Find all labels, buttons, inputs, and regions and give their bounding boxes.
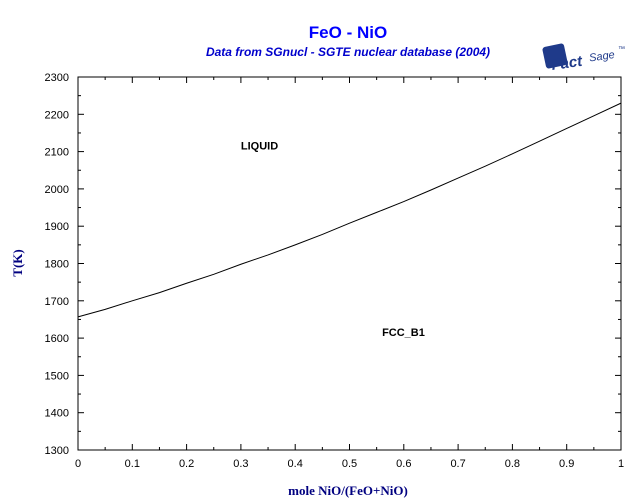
x-tick-label: 0.9: [559, 458, 574, 470]
x-tick-label: 0.8: [505, 458, 520, 470]
logo-sage-text: Sage: [588, 49, 615, 64]
y-tick-label: 2200: [45, 109, 69, 121]
y-tick-label: 2300: [45, 72, 69, 84]
y-tick-label: 1300: [45, 445, 69, 457]
phase-label-liquid: LIQUID: [241, 141, 278, 153]
y-axis-label: T(K): [10, 249, 25, 276]
phase-label-fcc-b1: FCC_B1: [382, 327, 425, 339]
logo-emblem-icon: [542, 43, 568, 69]
logo-fact-text: Fact: [550, 53, 584, 74]
x-axis: 0 0.1 0.2 0.3 0.4 0.5 0.6 0.7 0.8 0.9 1: [75, 77, 624, 470]
x-tick-label: 1: [618, 458, 624, 470]
x-tick-label: 0.5: [342, 458, 357, 470]
logo-trademark: ™: [618, 46, 625, 53]
y-tick-label: 1800: [45, 259, 69, 271]
chart-subtitle: Data from SGnucl - SGTE nuclear database…: [206, 45, 490, 59]
chart-title: FeO - NiO: [309, 23, 387, 42]
x-axis-label: mole NiO/(FeO+NiO): [288, 483, 408, 498]
y-tick-label: 1400: [45, 408, 69, 420]
x-tick-label: 0: [75, 458, 81, 470]
y-tick-label: 1500: [45, 370, 69, 382]
x-tick-label: 0.2: [179, 458, 194, 470]
y-tick-label: 1700: [45, 296, 69, 308]
y-axis: 1300 1400 1500 1600 1700 1800 1900 2000 2100 2200…: [45, 72, 621, 457]
plot-frame: [77, 76, 622, 451]
x-tick-label: 0.4: [288, 458, 303, 470]
x-tick-label: 0.7: [450, 458, 465, 470]
x-tick-label: 0.1: [125, 458, 140, 470]
phase-labels: LIQUID FCC_B1: [241, 141, 425, 339]
y-tick-label: 1900: [45, 221, 69, 233]
y-tick-label: 2100: [45, 147, 69, 159]
liquidus-solidus-line: [77, 102, 622, 318]
x-tick-label: 0.6: [396, 458, 411, 470]
y-tick-label: 1600: [45, 333, 69, 345]
y-tick-label: 2000: [45, 184, 69, 196]
factsage-logo: Fact Sage ™: [542, 43, 625, 74]
x-tick-label: 0.3: [233, 458, 248, 470]
